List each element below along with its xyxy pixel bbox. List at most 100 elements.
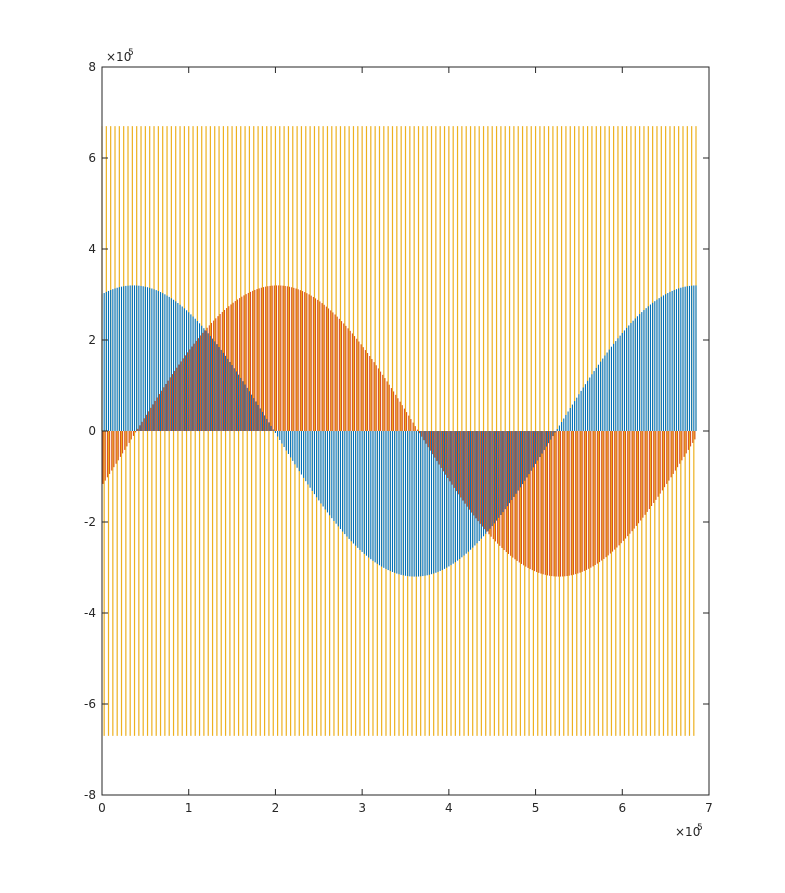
- bar-blue: [162, 293, 164, 431]
- bar-yellow: [263, 431, 266, 736]
- bar-yellow: [229, 431, 231, 736]
- bar-yellow: [183, 126, 185, 432]
- bar-orange: [364, 350, 366, 431]
- bar-blue: [665, 294, 667, 431]
- bar-yellow: [175, 126, 177, 432]
- bar-orange: [583, 431, 585, 571]
- bar-blue: [257, 404, 259, 431]
- bar-yellow: [120, 431, 123, 736]
- bar-orange: [210, 322, 213, 431]
- bar-yellow: [149, 126, 151, 432]
- bar-yellow: [404, 126, 407, 432]
- bar-yellow: [424, 431, 426, 736]
- bar-orange: [393, 391, 395, 431]
- bar-blue: [686, 286, 688, 431]
- bar-orange: [308, 294, 310, 431]
- bar-yellow: [227, 126, 229, 432]
- bar-orange: [468, 431, 470, 510]
- bar-yellow: [283, 126, 285, 432]
- bar-yellow: [587, 126, 589, 432]
- bar-orange: [403, 408, 405, 431]
- bar-orange: [317, 299, 319, 431]
- bar-blue: [118, 287, 120, 431]
- bar-blue: [391, 431, 394, 572]
- bar-blue: [502, 431, 504, 513]
- bar-blue: [480, 431, 482, 539]
- bar-blue: [133, 285, 136, 431]
- bar-orange: [163, 387, 165, 431]
- bar-blue: [639, 314, 641, 431]
- bar-yellow: [571, 431, 574, 736]
- bar-orange: [267, 286, 269, 431]
- bar-blue: [164, 294, 166, 431]
- bar-orange: [256, 289, 258, 431]
- bar-orange: [447, 431, 449, 479]
- bar-yellow: [634, 126, 636, 432]
- bar-orange: [236, 299, 239, 431]
- bar-orange: [538, 431, 540, 573]
- bar-yellow: [136, 126, 138, 432]
- bar-blue: [136, 285, 138, 431]
- bar-yellow: [409, 126, 411, 432]
- bar-orange: [455, 431, 457, 492]
- bar-orange: [492, 431, 494, 540]
- bar-orange: [252, 290, 254, 431]
- bar-orange: [369, 356, 371, 431]
- bar-orange: [572, 431, 575, 575]
- bar-blue: [233, 368, 235, 431]
- bar-orange: [648, 431, 650, 509]
- bar-orange: [544, 431, 546, 575]
- bar-blue: [678, 288, 680, 431]
- bar-orange: [265, 286, 267, 431]
- bar-blue: [253, 398, 255, 431]
- bar-yellow: [172, 431, 175, 736]
- bar-orange: [679, 431, 681, 464]
- bar-orange: [109, 431, 111, 474]
- bar-yellow: [233, 431, 235, 736]
- bar-yellow: [194, 431, 196, 736]
- bar-blue: [225, 355, 227, 431]
- bar-yellow: [203, 431, 205, 736]
- bar-orange: [559, 431, 562, 577]
- plot-area: [101, 66, 710, 796]
- bar-orange: [525, 431, 527, 567]
- bar-yellow: [268, 431, 270, 736]
- bar-orange: [590, 431, 592, 568]
- bar-blue: [482, 431, 485, 537]
- bar-blue: [212, 338, 214, 431]
- bar-yellow: [123, 126, 125, 432]
- bar-orange: [382, 374, 384, 431]
- bar-yellow: [489, 431, 491, 736]
- bar-yellow: [355, 431, 357, 736]
- bar-blue: [342, 431, 344, 532]
- bar-yellow: [667, 431, 669, 736]
- bar-blue: [556, 429, 558, 431]
- bar-orange: [343, 323, 345, 431]
- bar-orange: [473, 431, 475, 516]
- bar-blue: [578, 394, 580, 431]
- bar-blue: [125, 285, 127, 431]
- bar-blue: [541, 431, 543, 454]
- bar-orange: [282, 285, 284, 431]
- bar-yellow: [435, 126, 437, 432]
- bar-orange: [605, 431, 607, 558]
- bar-blue: [155, 290, 157, 431]
- bar-yellow: [684, 431, 686, 736]
- bar-blue: [454, 431, 456, 563]
- bar-yellow: [385, 431, 387, 736]
- bar-blue: [669, 291, 671, 431]
- bar-yellow: [378, 126, 381, 432]
- bar-yellow: [361, 126, 363, 432]
- bar-yellow: [201, 126, 203, 432]
- bar-yellow: [688, 431, 691, 736]
- bar-orange: [631, 431, 633, 532]
- bar-yellow: [261, 126, 264, 432]
- bar-yellow: [519, 431, 521, 736]
- bar-blue: [129, 285, 131, 431]
- bar-yellow: [253, 126, 255, 432]
- bar-blue: [610, 346, 612, 431]
- bar-orange: [633, 431, 635, 529]
- bar-orange: [171, 374, 174, 431]
- bar-yellow: [547, 126, 550, 432]
- bar-blue: [597, 364, 599, 431]
